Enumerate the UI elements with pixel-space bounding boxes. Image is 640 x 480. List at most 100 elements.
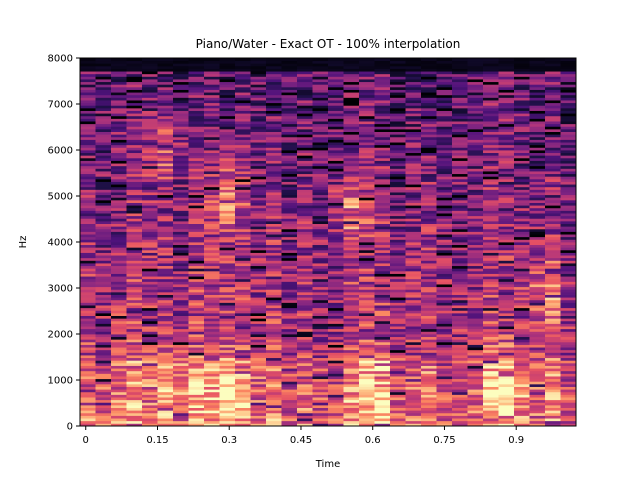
spectrogram-cell: [390, 210, 406, 214]
spectrogram-cell: [498, 265, 515, 269]
spectrogram-cell: [173, 150, 189, 154]
spectrogram-cell: [95, 194, 112, 198]
spectrogram-cell: [498, 192, 515, 196]
spectrogram-cell: [405, 100, 422, 104]
spectrogram-cell: [405, 207, 422, 211]
spectrogram-cell: [157, 415, 174, 419]
spectrogram-cell: [297, 376, 313, 380]
spectrogram-cell: [359, 381, 375, 385]
spectrogram-cell: [359, 352, 375, 356]
spectrogram-cell: [436, 192, 453, 196]
spectrogram-cell: [235, 126, 251, 130]
spectrogram-cell: [111, 199, 127, 203]
spectrogram-cell: [467, 410, 484, 414]
spectrogram-cell: [219, 334, 236, 338]
spectrogram-cell: [529, 318, 546, 322]
spectrogram-cell: [297, 336, 313, 340]
spectrogram-cell: [204, 210, 220, 214]
spectrogram-cell: [126, 394, 143, 398]
spectrogram-cell: [126, 97, 143, 101]
spectrogram-cell: [560, 157, 577, 161]
spectrogram-cell: [235, 349, 251, 353]
spectrogram-cell: [483, 297, 499, 301]
spectrogram-cell: [436, 318, 453, 322]
spectrogram-cell: [142, 376, 158, 380]
spectrogram-cell: [173, 349, 189, 353]
spectrogram-cell: [157, 71, 174, 75]
spectrogram-cell: [374, 134, 391, 138]
spectrogram-cell: [421, 199, 437, 203]
spectrogram-cell: [173, 263, 189, 267]
spectrogram-cell: [173, 383, 189, 387]
spectrogram-cell: [157, 349, 174, 353]
spectrogram-cell: [343, 323, 360, 327]
spectrogram-cell: [266, 218, 282, 222]
spectrogram-cell: [514, 63, 530, 67]
spectrogram-cell: [219, 326, 236, 330]
spectrogram-cell: [405, 331, 422, 335]
spectrogram-cell: [545, 252, 561, 256]
spectrogram-cell: [359, 234, 375, 238]
spectrogram-cell: [560, 136, 577, 140]
spectrogram-cell: [204, 136, 220, 140]
spectrogram-cell: [452, 399, 468, 403]
spectrogram-cell: [80, 291, 96, 295]
spectrogram-cell: [126, 410, 143, 414]
spectrogram-cell: [95, 136, 112, 140]
spectrogram-cell: [483, 223, 499, 227]
spectrogram-cell: [421, 210, 437, 214]
spectrogram-cell: [545, 331, 561, 335]
spectrogram-cell: [219, 58, 236, 62]
spectrogram-cell: [173, 215, 189, 219]
spectrogram-cell: [452, 136, 468, 140]
spectrogram-cell: [359, 334, 375, 338]
spectrogram-cell: [188, 276, 205, 280]
spectrogram-cell: [281, 65, 298, 69]
spectrogram-cell: [483, 184, 499, 188]
spectrogram-cell: [250, 126, 267, 130]
spectrogram-cell: [126, 150, 143, 154]
spectrogram-cell: [80, 171, 96, 175]
spectrogram-cell: [281, 168, 298, 172]
spectrogram-cell: [142, 370, 158, 374]
spectrogram-cell: [452, 139, 468, 143]
spectrogram-cell: [312, 320, 329, 324]
spectrogram-cell: [250, 92, 267, 96]
spectrogram-cell: [545, 152, 561, 156]
spectrogram-cell: [390, 147, 406, 151]
spectrogram-cell: [498, 399, 515, 403]
spectrogram-cell: [514, 105, 530, 109]
spectrogram-cell: [529, 100, 546, 104]
spectrogram-cell: [219, 276, 236, 280]
spectrogram-cell: [436, 286, 453, 290]
spectrogram-cell: [219, 391, 236, 395]
spectrogram-cell: [467, 157, 484, 161]
spectrogram-cell: [80, 307, 96, 311]
spectrogram-cell: [467, 257, 484, 261]
x-tick-label: 0.9: [508, 435, 524, 446]
spectrogram-cell: [467, 176, 484, 180]
spectrogram-cell: [204, 378, 220, 382]
spectrogram-cell: [390, 234, 406, 238]
spectrogram-cell: [126, 176, 143, 180]
spectrogram-cell: [545, 323, 561, 327]
spectrogram-cell: [188, 94, 205, 98]
spectrogram-cell: [452, 76, 468, 80]
spectrogram-cell: [514, 126, 530, 130]
spectrogram-cell: [188, 273, 205, 277]
spectrogram-cell: [312, 157, 329, 161]
spectrogram-cell: [498, 281, 515, 285]
spectrogram-cell: [281, 318, 298, 322]
spectrogram-cell: [126, 218, 143, 222]
spectrogram-cell: [421, 383, 437, 387]
spectrogram-cell: [126, 94, 143, 98]
spectrogram-cell: [126, 244, 143, 248]
spectrogram-cell: [467, 92, 484, 96]
spectrogram-cell: [157, 328, 174, 332]
spectrogram-cell: [157, 312, 174, 316]
spectrogram-cell: [498, 341, 515, 345]
spectrogram-cell: [188, 128, 205, 132]
spectrogram-cell: [204, 307, 220, 311]
spectrogram-cell: [219, 123, 236, 127]
spectrogram-cell: [545, 189, 561, 193]
